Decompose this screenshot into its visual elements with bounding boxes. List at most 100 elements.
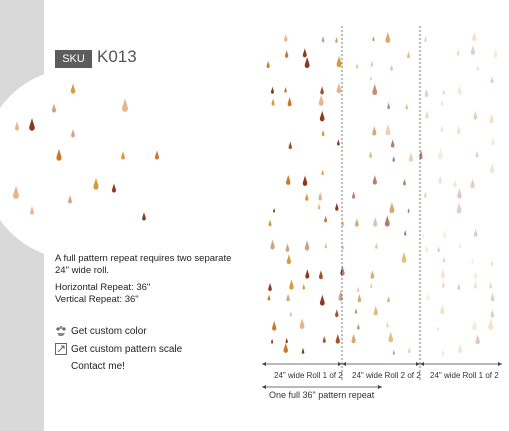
roll-drop	[337, 139, 340, 146]
roll-drop	[324, 215, 328, 223]
roll-drop	[370, 283, 373, 288]
roll-drop	[370, 60, 374, 67]
roll-drop	[284, 50, 289, 58]
roll3-label: 24" wide Roll 1 of 2	[430, 371, 499, 380]
swatch-drop	[71, 129, 75, 138]
roll-drop	[268, 282, 272, 292]
roll-drop	[373, 305, 378, 316]
roll-drop	[407, 51, 411, 59]
roll-drop	[372, 83, 378, 95]
roll-drop	[355, 218, 359, 227]
roll-drop	[407, 208, 410, 213]
roll-drop	[318, 94, 324, 106]
roll-drop	[305, 269, 310, 279]
roll-drop	[299, 317, 305, 329]
swatch-drop	[154, 150, 160, 160]
swatch-drop	[111, 183, 117, 193]
swatch-drop	[121, 151, 125, 160]
roll-fade-overlay	[422, 26, 502, 361]
roll-drop	[405, 103, 409, 110]
roll-drop	[304, 239, 310, 251]
swatch-drop	[29, 118, 35, 131]
roll-drop	[266, 60, 270, 69]
roll-drop	[392, 155, 395, 162]
roll-drop	[403, 178, 406, 186]
roll-drop	[335, 202, 339, 211]
roll-drop	[357, 323, 360, 330]
roll-drop	[369, 151, 373, 158]
swatch-drop	[14, 121, 20, 131]
roll-pattern-drops	[266, 26, 502, 361]
roll-drop	[287, 97, 292, 107]
roll-drop	[370, 270, 375, 279]
roll-drop	[355, 63, 359, 69]
sku-code: K013	[97, 47, 137, 66]
roll-drop	[390, 139, 395, 148]
swatch-drop	[56, 148, 62, 161]
swatch-drop	[13, 185, 19, 199]
roll-drop	[369, 75, 372, 81]
roll-drop	[321, 129, 325, 137]
contact-link[interactable]: Contact me!	[71, 361, 125, 372]
roll-drop	[301, 347, 305, 354]
roll-drop	[407, 346, 411, 354]
swatch-drop	[68, 195, 72, 204]
scale-icon	[55, 343, 67, 355]
roll-drop	[284, 86, 287, 93]
roll-drop	[372, 126, 377, 136]
vertical-repeat: Vertical Repeat: 36"	[55, 294, 139, 305]
roll-drop	[351, 333, 356, 344]
custom-scale-link[interactable]: Get custom pattern scale	[55, 343, 182, 355]
roll-pattern-preview	[262, 26, 502, 361]
roll-drop	[271, 338, 274, 344]
roll-drop	[340, 265, 345, 276]
roll-drop	[288, 141, 292, 150]
roll-drop	[302, 48, 307, 58]
roll-drop	[372, 36, 375, 42]
roll-drop	[305, 193, 309, 201]
roll-drop	[387, 102, 391, 110]
roll-drop	[270, 239, 275, 250]
roll-drop	[386, 321, 389, 328]
roll-drop	[285, 337, 288, 344]
roll-drop	[352, 191, 356, 199]
roll-drop	[335, 36, 338, 43]
roll2-label: 24" wide Roll 2 of 2	[352, 371, 421, 380]
pattern-swatch-circle	[0, 68, 174, 260]
palette-icon	[55, 325, 67, 337]
roll-drop	[321, 169, 324, 176]
roll-drop	[357, 294, 362, 303]
roll-drop	[268, 219, 272, 227]
roll-drop	[286, 174, 291, 185]
roll-drop	[392, 349, 395, 355]
roll-drop	[318, 270, 323, 280]
swatch-drop	[142, 212, 146, 221]
roll-drop	[390, 64, 393, 71]
roll-drop	[388, 331, 394, 343]
swatch-drop	[93, 177, 99, 190]
swatch-drop	[30, 206, 34, 215]
roll-drop	[319, 110, 325, 122]
custom-scale-label: Get custom pattern scale	[71, 343, 183, 355]
roll-drop	[318, 191, 323, 201]
roll-drop	[304, 56, 310, 68]
swatch-drop	[51, 103, 57, 113]
contact-label: Contact me!	[71, 361, 125, 372]
roll-drop	[270, 86, 275, 94]
roll-drop	[372, 174, 377, 185]
roll-drop	[403, 229, 407, 236]
pattern-swatch-drops	[13, 83, 160, 221]
roll-drop	[408, 152, 414, 162]
roll-drop	[384, 215, 390, 227]
roll-drop	[285, 243, 290, 252]
custom-color-link[interactable]: Get custom color	[55, 325, 147, 337]
roll-drop	[320, 86, 324, 95]
roll-drop	[272, 320, 277, 331]
roll1-label: 24" wide Roll 1 of 2	[274, 371, 343, 380]
roll-drop	[322, 335, 326, 343]
roll-drop	[317, 203, 321, 210]
custom-color-label: Get custom color	[71, 325, 147, 337]
swatch-drop	[122, 98, 128, 112]
roll-drop	[354, 308, 358, 314]
roll-drop	[401, 251, 407, 263]
